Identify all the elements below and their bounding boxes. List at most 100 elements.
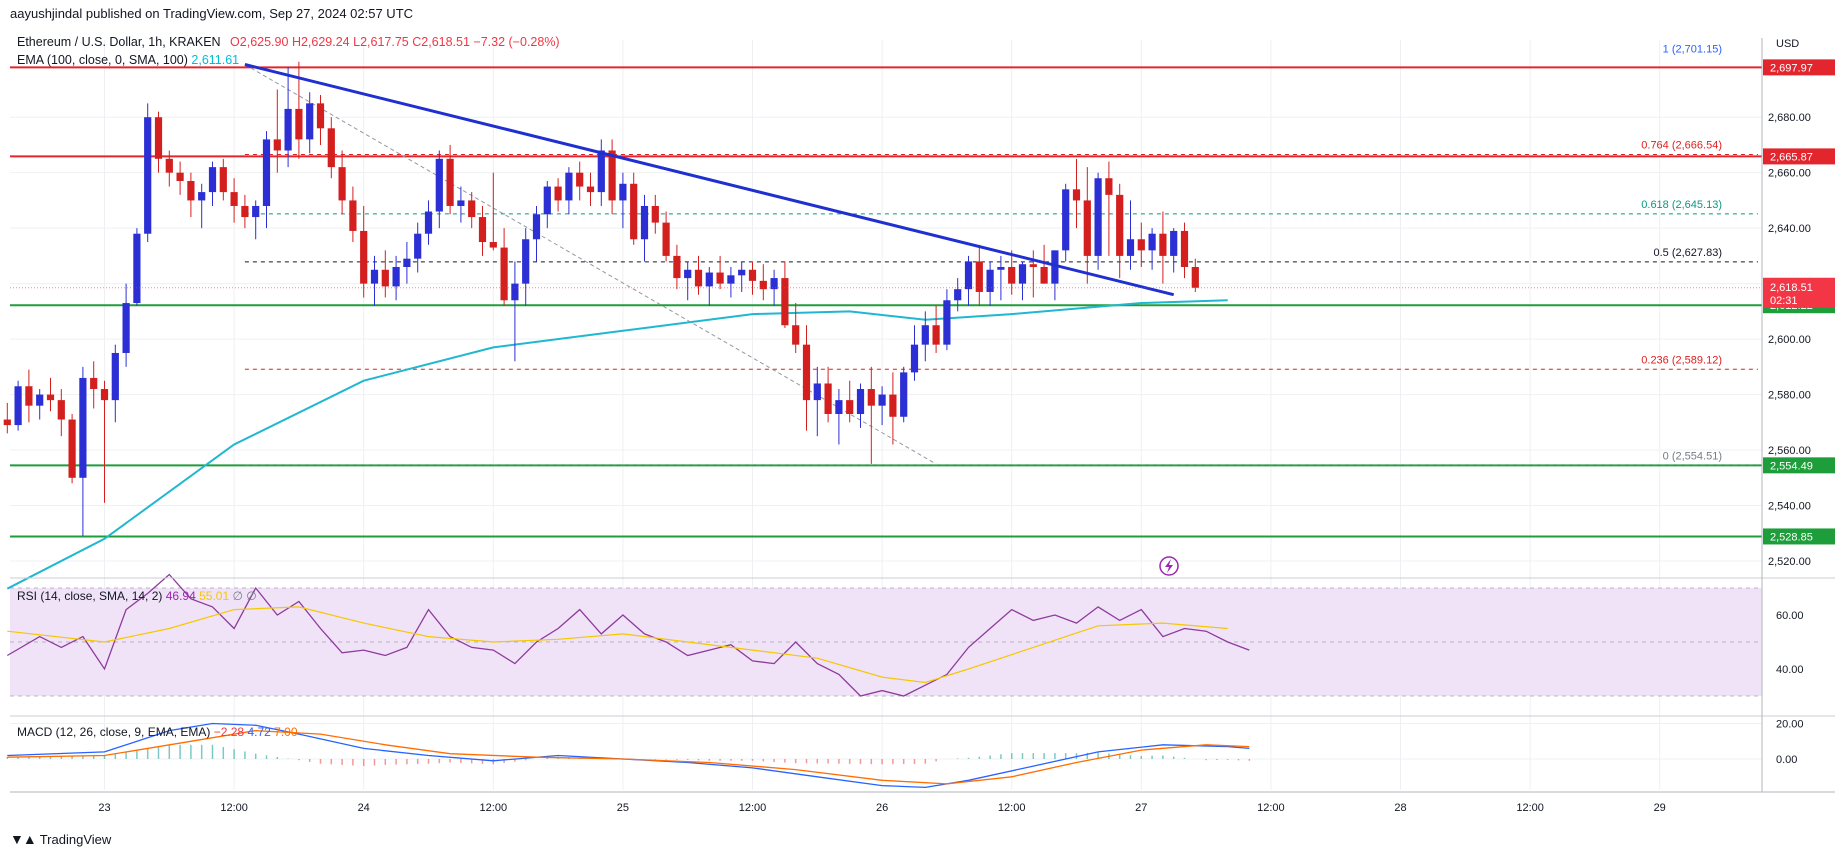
high-value: 2,629.24 [300, 35, 350, 49]
open-value: 2,625.90 [239, 35, 289, 49]
symbol-legend[interactable]: Ethereum / U.S. Dollar, 1h, KRAKEN O2,62… [17, 35, 560, 49]
macd-hist-value: −2.28 [213, 725, 245, 739]
candle-body [154, 117, 163, 159]
candle-body [997, 266, 1005, 270]
candle-body [738, 269, 746, 276]
candle-body [770, 278, 778, 290]
rsi-label: RSI (14, close, SMA, 14, 2) [17, 589, 163, 603]
candle-body [230, 192, 238, 206]
rsi-legend[interactable]: RSI (14, close, SMA, 14, 2) 46.94 55.01 … [17, 589, 257, 603]
candle-body [424, 211, 433, 234]
rsi-line [6, 573, 1250, 697]
currency-label: USD [1776, 38, 1799, 50]
candle-body [943, 300, 951, 345]
candle-body [1170, 230, 1178, 256]
candle-body [835, 400, 843, 414]
rsi-ma-value: 55.01 [199, 589, 230, 603]
candle-body [932, 325, 940, 345]
candle-body [878, 394, 886, 406]
macd-legend[interactable]: MACD (12, 26, close, 9, EMA, EMA) −2.28 … [17, 725, 298, 739]
rsi-empty-value-2: ∅ [246, 589, 257, 603]
candle-body [1116, 194, 1124, 256]
time-tick: 12:00 [220, 802, 248, 814]
time-tick: 12:00 [739, 802, 767, 814]
tradingview-brand[interactable]: ▼▲ TradingView [10, 831, 111, 847]
candle-body [792, 325, 800, 345]
candle-body [986, 269, 994, 292]
candle-body [284, 108, 292, 151]
candle-body [111, 352, 119, 401]
time-axis[interactable]: 23 12:00 24 12:00 25 12:00 26 12:00 27 12:00 28 12:… [98, 802, 1665, 814]
candle-body [759, 280, 767, 290]
candle-body [25, 386, 33, 406]
macd-signal-line [7, 729, 1250, 785]
candle-body [198, 192, 206, 201]
candle-body [716, 272, 724, 284]
candle-body [964, 261, 973, 290]
bearish-trend-line[interactable] [244, 63, 1175, 297]
candle-body [662, 222, 670, 256]
ema-label: EMA (100, close, 0, SMA, 100) [17, 53, 188, 67]
time-tick: 12:00 [1257, 802, 1285, 814]
candle-body [522, 239, 530, 284]
candle-body [252, 205, 260, 218]
candle-body [1062, 189, 1070, 251]
time-tick: 28 [1394, 802, 1406, 814]
candle-body [1105, 178, 1113, 195]
time-tick: 27 [1135, 802, 1147, 814]
price-axis[interactable]: 2,520.00 2,540.00 2,560.00 2,580.00 2,600.00… [1768, 112, 1811, 766]
candle-body [630, 183, 638, 240]
candle-body [910, 344, 919, 373]
candle-body [586, 186, 595, 193]
candle-body [954, 289, 962, 301]
candle-body [673, 255, 681, 279]
low-value: 2,617.75 [360, 35, 409, 49]
last-price-tag [1763, 277, 1835, 308]
candle-body [608, 150, 616, 201]
time-tick: 29 [1654, 802, 1666, 814]
candle-body [79, 377, 87, 478]
candle-body [975, 261, 983, 292]
candle-body [824, 383, 832, 414]
candle-body [705, 272, 713, 287]
candle-body [748, 269, 757, 281]
fib-label-0.618: 0.618 (2,645.13) [1641, 199, 1722, 211]
price-tag-resistance [1763, 148, 1835, 165]
candle-body [36, 394, 44, 406]
macd-value: 4.72 [247, 725, 271, 739]
candle-body [100, 389, 109, 401]
candle-body [327, 128, 335, 168]
last-price-countdown: 02:31 [1770, 295, 1798, 307]
candle-body [565, 172, 573, 201]
lightning-icon[interactable] [1159, 556, 1179, 576]
candle-body [208, 167, 217, 193]
macd-label: MACD (12, 26, close, 9, EMA, EMA) [17, 725, 211, 739]
candle-body [219, 167, 227, 193]
candle-body [1051, 250, 1059, 284]
candle-body [295, 108, 303, 140]
fib-label-0: 0 (2,554.51) [1663, 450, 1722, 462]
price-tag-label: 2,554.49 [1770, 460, 1813, 472]
price-tag-label: 2,697.97 [1770, 62, 1813, 74]
candle-body [813, 383, 821, 401]
candle-body [3, 419, 11, 426]
macd-tick: 20.00 [1776, 719, 1804, 731]
price-tick: 2,640.00 [1768, 223, 1811, 235]
candle-body [1148, 233, 1156, 251]
brand-name: TradingView [39, 831, 112, 847]
ema-legend[interactable]: EMA (100, close, 0, SMA, 100) 2,611.61 [17, 53, 239, 67]
candle-body [1159, 233, 1167, 256]
publisher-line: aayushjindal published on TradingView.co… [10, 6, 414, 21]
candle-body [306, 103, 314, 140]
candle-body [597, 150, 605, 193]
candle-body [403, 258, 411, 267]
price-tick: 2,520.00 [1768, 556, 1811, 568]
macd-signal-value: 7.00 [274, 725, 298, 739]
price-tag-label: 2,665.87 [1770, 151, 1813, 163]
price-tag-support [1763, 457, 1835, 474]
candle-body [889, 394, 897, 417]
candle-body [133, 233, 141, 304]
last-price-label: 2,618.51 [1770, 282, 1813, 294]
rsi-value: 46.94 [165, 589, 196, 603]
time-tick: 12:00 [480, 802, 508, 814]
